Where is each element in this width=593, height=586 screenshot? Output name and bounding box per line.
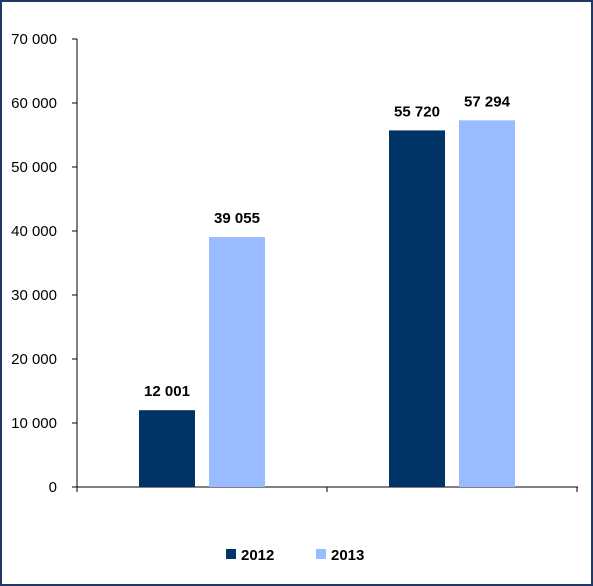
legend-swatch-2013	[316, 549, 326, 559]
y-tick-label: 70 000	[11, 31, 57, 48]
y-tick-label: 20 000	[11, 351, 57, 368]
legend-swatch-2012	[226, 549, 236, 559]
data-label-2012: 12 001	[144, 383, 190, 400]
y-tick-label: 60 000	[11, 95, 57, 112]
y-tick-label: 0	[49, 479, 57, 496]
legend-label-2012: 2012	[241, 547, 274, 564]
y-tick-label: 30 000	[11, 287, 57, 304]
bar-2012	[389, 130, 445, 487]
y-tick-label: 40 000	[11, 223, 57, 240]
bar-2013	[209, 237, 265, 487]
x-axis	[76, 486, 578, 492]
data-label-2012: 55 720	[394, 103, 440, 120]
y-tick-label: 10 000	[11, 415, 57, 432]
data-label-2013: 39 055	[214, 210, 260, 227]
bar-2012	[139, 410, 195, 487]
y-tick-label: 50 000	[11, 159, 57, 176]
legend-label-2013: 2013	[331, 547, 364, 564]
legend: 2012 2013	[226, 547, 364, 564]
data-label-2013: 57 294	[464, 93, 511, 110]
data-labels: 12 001 39 055 55 720 57 294	[144, 93, 511, 400]
bar-2013	[459, 120, 515, 488]
y-axis: 0 10 000 20 000 30 000 40 000 50 000 60 000 70 …	[11, 31, 78, 496]
bars	[139, 120, 515, 488]
